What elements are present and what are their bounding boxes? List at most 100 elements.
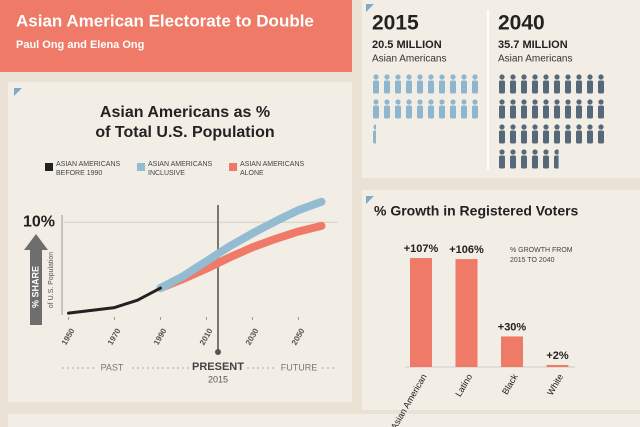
icon-body (532, 80, 538, 94)
person-icon (499, 99, 505, 119)
unit-label: Asian Americans (372, 54, 446, 65)
icon-head (384, 99, 390, 105)
icon-body (428, 105, 434, 119)
icon-head (510, 74, 516, 80)
person-icon (587, 99, 593, 119)
icon-body (417, 80, 423, 94)
person-icon (554, 124, 560, 144)
icon-head (543, 99, 549, 105)
icon-body (472, 80, 478, 94)
icon-body (554, 130, 560, 144)
icon-head (499, 74, 505, 80)
legend-label: ASIAN AMERICANS INCLUSIVE (148, 161, 213, 177)
person-icon (554, 99, 560, 119)
bottom-panel (8, 414, 640, 427)
icon-body (532, 105, 538, 119)
person-icon (406, 99, 412, 119)
legend-swatch (229, 163, 237, 171)
timeline-bg (276, 362, 322, 374)
icon-head (554, 99, 560, 105)
icon-head (461, 99, 467, 105)
icon-head (428, 74, 434, 80)
person-icon (373, 124, 376, 144)
icon-body (576, 130, 582, 144)
person-icon (395, 99, 401, 119)
icon-body (395, 105, 401, 119)
person-icon (450, 74, 456, 94)
icon-head (521, 149, 527, 155)
icon-head (373, 124, 376, 130)
icon-head (472, 99, 478, 105)
person-icon (439, 99, 445, 119)
person-icon (576, 99, 582, 119)
icon-head (439, 74, 445, 80)
person-icon (472, 74, 478, 94)
person-icon (499, 149, 505, 169)
person-icon (510, 124, 516, 144)
present-year: 2015 (208, 374, 228, 384)
person-icon (521, 99, 527, 119)
person-icon (521, 74, 527, 94)
y-arrow-head (24, 234, 48, 250)
chart-title: % Growth in Registered Voters (374, 203, 579, 219)
icon-head (576, 74, 582, 80)
icon-body (532, 155, 538, 169)
icon-head (587, 74, 593, 80)
person-icon (417, 99, 423, 119)
person-icon (532, 149, 538, 169)
bar-value-label: +106% (449, 244, 484, 256)
icon-head (450, 99, 456, 105)
icon-body (406, 80, 412, 94)
icon-body (521, 105, 527, 119)
icon-head (565, 99, 571, 105)
icon-head (395, 99, 401, 105)
icon-body (543, 155, 549, 169)
icon-body (373, 105, 379, 119)
bar (410, 258, 432, 367)
icon-body (472, 105, 478, 119)
legend-swatch (45, 163, 53, 171)
person-icon (587, 124, 593, 144)
icon-body (395, 80, 401, 94)
legend-swatch (137, 163, 145, 171)
icon-body (417, 105, 423, 119)
person-icon (554, 149, 559, 169)
icon-body (450, 105, 456, 119)
bar (455, 259, 478, 367)
series-line (67, 286, 162, 315)
icon-head (499, 149, 505, 155)
bar (546, 364, 569, 367)
corner-mark (14, 88, 22, 96)
icon-head (543, 149, 549, 155)
person-icon (543, 124, 549, 144)
icon-body (499, 155, 505, 169)
person-icon (532, 99, 538, 119)
icon-body (521, 80, 527, 94)
icon-head (576, 124, 582, 130)
icon-head (532, 124, 538, 130)
icon-body (521, 155, 527, 169)
icon-head (543, 74, 549, 80)
icon-body (510, 80, 516, 94)
value-label: 35.7 MILLION (498, 39, 568, 51)
icon-body (587, 130, 593, 144)
icon-body (450, 80, 456, 94)
year-label: 2040 (498, 12, 545, 35)
icon-head (587, 99, 593, 105)
person-icon (461, 74, 467, 94)
present-dot (215, 349, 221, 355)
icon-body (554, 80, 560, 94)
present-label: PRESENT (192, 361, 244, 373)
icon-head (406, 99, 412, 105)
icon-body (521, 130, 527, 144)
icon-head (499, 124, 505, 130)
series-line (156, 197, 326, 293)
person-icon (510, 99, 516, 119)
corner-mark (366, 4, 374, 12)
person-icon (472, 99, 478, 119)
icon-body (384, 80, 390, 94)
icon-body (576, 80, 582, 94)
timeline-bg (94, 362, 130, 374)
